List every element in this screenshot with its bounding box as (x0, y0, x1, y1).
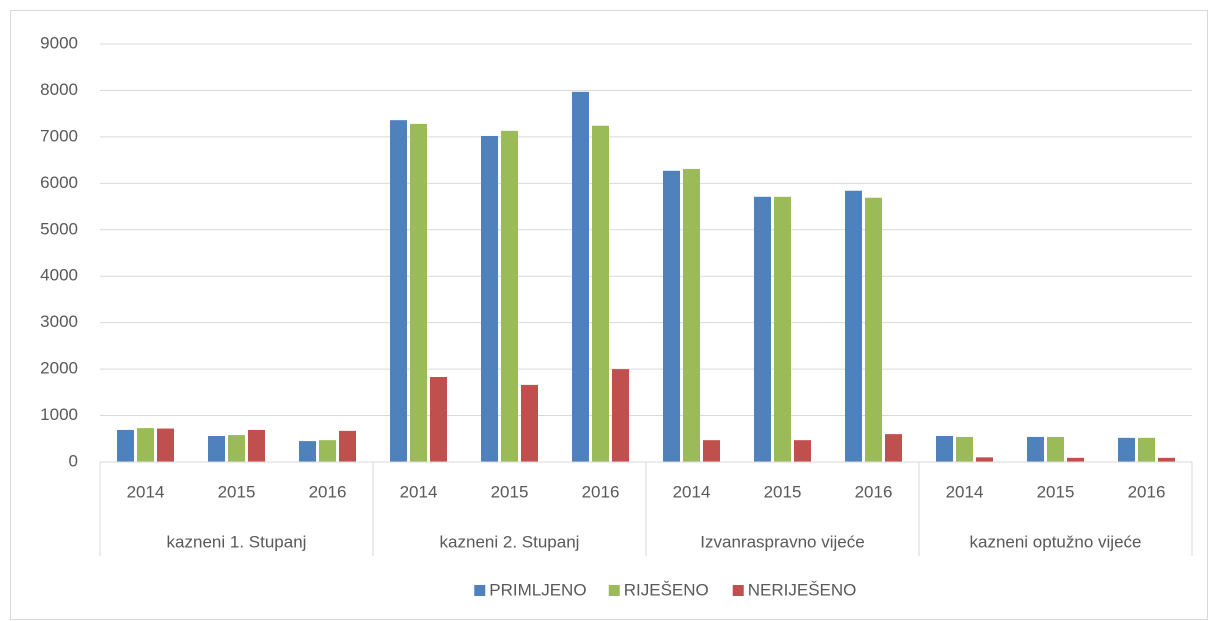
bar (208, 435, 225, 462)
bar (794, 440, 811, 462)
bar (117, 429, 134, 462)
x-tick-label: 2014 (673, 482, 711, 501)
bar (976, 457, 993, 462)
legend-label: NERIJEŠENO (748, 580, 857, 599)
group-label: Izvanraspravno vijeće (700, 532, 864, 551)
bar (248, 429, 265, 462)
group-label: kazneni 2. Stupanj (440, 532, 580, 551)
bar (299, 441, 316, 462)
x-tick-label: 2014 (400, 482, 438, 501)
bar (936, 435, 953, 462)
bar (521, 384, 538, 462)
x-tick-label: 2016 (1128, 482, 1166, 501)
bar (1158, 457, 1175, 462)
bar (865, 197, 882, 462)
x-tick-label: 2014 (946, 482, 984, 501)
group-label: kazneni optužno vijeće (969, 532, 1141, 551)
y-tick-label: 2000 (40, 359, 78, 378)
bar (501, 130, 518, 462)
y-tick-label: 1000 (40, 405, 78, 424)
bar (1138, 437, 1155, 462)
y-tick-label: 9000 (40, 33, 78, 52)
y-tick-label: 5000 (40, 219, 78, 238)
bar (845, 190, 862, 462)
bar (1118, 437, 1135, 462)
x-tick-label: 2016 (582, 482, 620, 501)
x-tick-label: 2015 (764, 482, 802, 501)
bar (703, 440, 720, 462)
legend-label: RIJEŠENO (624, 580, 709, 599)
y-tick-label: 6000 (40, 173, 78, 192)
bar (1027, 436, 1044, 462)
bar (592, 125, 609, 463)
y-tick-label: 8000 (40, 80, 78, 99)
bar (1047, 436, 1064, 462)
bar (319, 440, 336, 462)
bar (137, 428, 154, 462)
x-tick-label: 2016 (309, 482, 347, 501)
legend-swatch (608, 585, 620, 596)
bar (339, 430, 356, 462)
bar (754, 196, 771, 462)
bar (885, 434, 902, 462)
legend-swatch (732, 585, 744, 596)
x-tick-label: 2016 (855, 482, 893, 501)
bar (1067, 457, 1084, 462)
bar (683, 168, 700, 463)
y-tick-label: 3000 (40, 312, 78, 331)
bar (390, 120, 407, 463)
y-tick-label: 7000 (40, 126, 78, 145)
bar (410, 123, 427, 462)
bar (774, 196, 791, 462)
y-tick-label: 0 (69, 451, 78, 470)
bar (663, 170, 680, 462)
legend-label: PRIMLJENO (489, 580, 586, 599)
bar (612, 369, 629, 462)
x-tick-label: 2015 (1037, 482, 1075, 501)
x-tick-label: 2015 (491, 482, 529, 501)
bar (481, 135, 498, 462)
y-tick-label: 4000 (40, 266, 78, 285)
bar (572, 91, 589, 463)
x-tick-label: 2015 (218, 482, 256, 501)
bar (157, 428, 174, 462)
bar (430, 377, 447, 462)
group-label: kazneni 1. Stupanj (167, 532, 307, 551)
bar (228, 435, 245, 462)
x-tick-label: 2014 (127, 482, 165, 501)
bar (956, 436, 973, 462)
legend-swatch (474, 585, 486, 596)
